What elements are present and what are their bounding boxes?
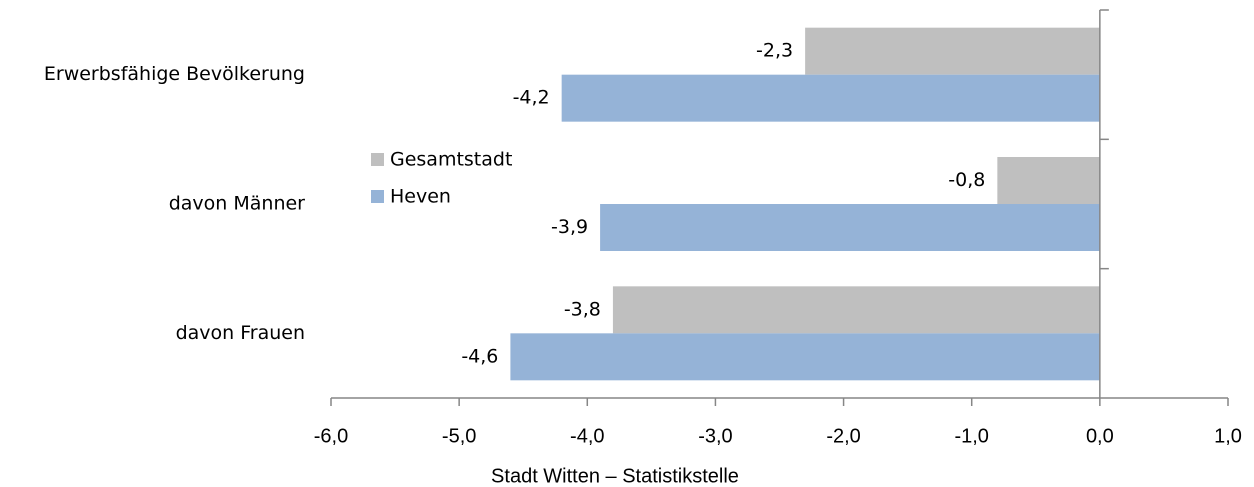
value-label: -4,6	[461, 345, 498, 367]
legend-label: Gesamtstadt	[390, 149, 512, 171]
bar	[997, 157, 1100, 204]
bar	[805, 27, 1100, 75]
bar	[612, 286, 1100, 334]
value-label: -3,9	[551, 216, 588, 238]
value-label: -4,2	[513, 87, 550, 109]
x-tick-label: 1,0	[1214, 425, 1242, 447]
bar	[600, 204, 1100, 251]
bar	[561, 74, 1100, 122]
x-tick-label: -3,0	[698, 425, 732, 447]
category-label: davon Männer	[169, 193, 305, 215]
legend-swatch	[371, 153, 384, 166]
x-tick-label: -6,0	[314, 425, 348, 447]
value-label: -0,8	[948, 169, 985, 191]
legend-label: Heven	[390, 186, 451, 208]
x-axis-label: Stadt Witten – Statistikstelle	[491, 465, 739, 487]
value-label: -2,3	[756, 40, 793, 62]
category-label: Erwerbsfähige Bevölkerung	[44, 63, 305, 85]
x-tick-label: -4,0	[570, 425, 604, 447]
legend-swatch	[371, 190, 384, 203]
x-tick-label: -1,0	[954, 425, 988, 447]
x-tick-label: -2,0	[826, 425, 860, 447]
bar	[510, 333, 1100, 381]
value-label: -3,8	[564, 298, 601, 320]
category-label: davon Frauen	[176, 322, 305, 344]
x-tick-label: 0,0	[1086, 425, 1114, 447]
x-tick-label: -5,0	[442, 425, 476, 447]
